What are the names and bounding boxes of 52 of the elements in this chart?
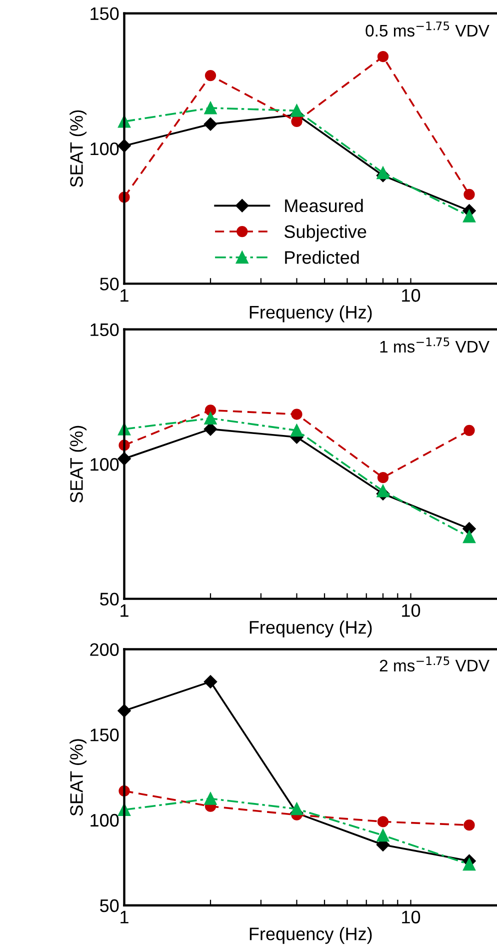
point xyxy=(290,424,303,437)
y-tick-label: 100 xyxy=(90,458,119,471)
annotation: 0.5 ms$^{−1.75}$ VDV xyxy=(366,22,490,37)
x-tick-label: 1 xyxy=(120,604,128,617)
point xyxy=(464,820,475,831)
point xyxy=(376,829,390,842)
point xyxy=(377,472,389,484)
y-tick-label: 150 xyxy=(90,323,119,336)
point xyxy=(204,118,218,131)
x-tick-label: 1 xyxy=(120,910,128,924)
point xyxy=(462,530,476,544)
legend-label: Subjective xyxy=(284,224,366,242)
y-tick-label: 100 xyxy=(90,142,119,156)
y-tick-label: 200 xyxy=(90,643,119,656)
point xyxy=(290,802,303,816)
y-tick-label: 50 xyxy=(100,278,119,290)
point xyxy=(462,858,476,871)
legend-label: Measured xyxy=(285,198,363,212)
x-axis-title: Frequency (Hz) xyxy=(250,305,372,322)
point xyxy=(204,102,217,114)
annotation: 2 ms$^{−1.75}$ VDV xyxy=(380,656,490,672)
x-tick-label: 10 xyxy=(402,910,420,924)
point xyxy=(462,210,476,222)
point xyxy=(204,404,216,416)
y-tick-label: 100 xyxy=(90,814,119,827)
annotation: 1 ms$^{−1.75}$ VDV xyxy=(380,338,490,353)
point xyxy=(376,484,390,498)
y-tick-label: 50 xyxy=(100,592,119,606)
point xyxy=(464,188,475,200)
x-tick-label: 1 xyxy=(120,289,128,302)
point xyxy=(204,70,216,82)
point xyxy=(377,816,389,828)
y-axis-title: SEAT (%) xyxy=(70,110,86,187)
y-axis-title: SEAT (%) xyxy=(70,426,86,503)
point xyxy=(291,116,302,128)
y-tick-label: 150 xyxy=(90,728,119,742)
point xyxy=(204,792,217,805)
point xyxy=(291,408,302,420)
x-tick-label: 10 xyxy=(402,289,420,302)
y-tick-label: 150 xyxy=(90,7,119,20)
x-axis-title: Frequency (Hz) xyxy=(250,620,372,638)
y-tick-label: 50 xyxy=(100,899,119,912)
point xyxy=(377,51,389,62)
x-tick-label: 10 xyxy=(402,604,420,617)
point xyxy=(204,412,217,425)
point xyxy=(376,166,390,180)
point xyxy=(290,104,303,117)
y-axis-title: SEAT (%) xyxy=(70,739,86,816)
legend-label: Predicted xyxy=(285,250,359,264)
point xyxy=(464,424,475,436)
x-axis-title: Frequency (Hz) xyxy=(250,927,372,944)
point xyxy=(204,675,218,688)
